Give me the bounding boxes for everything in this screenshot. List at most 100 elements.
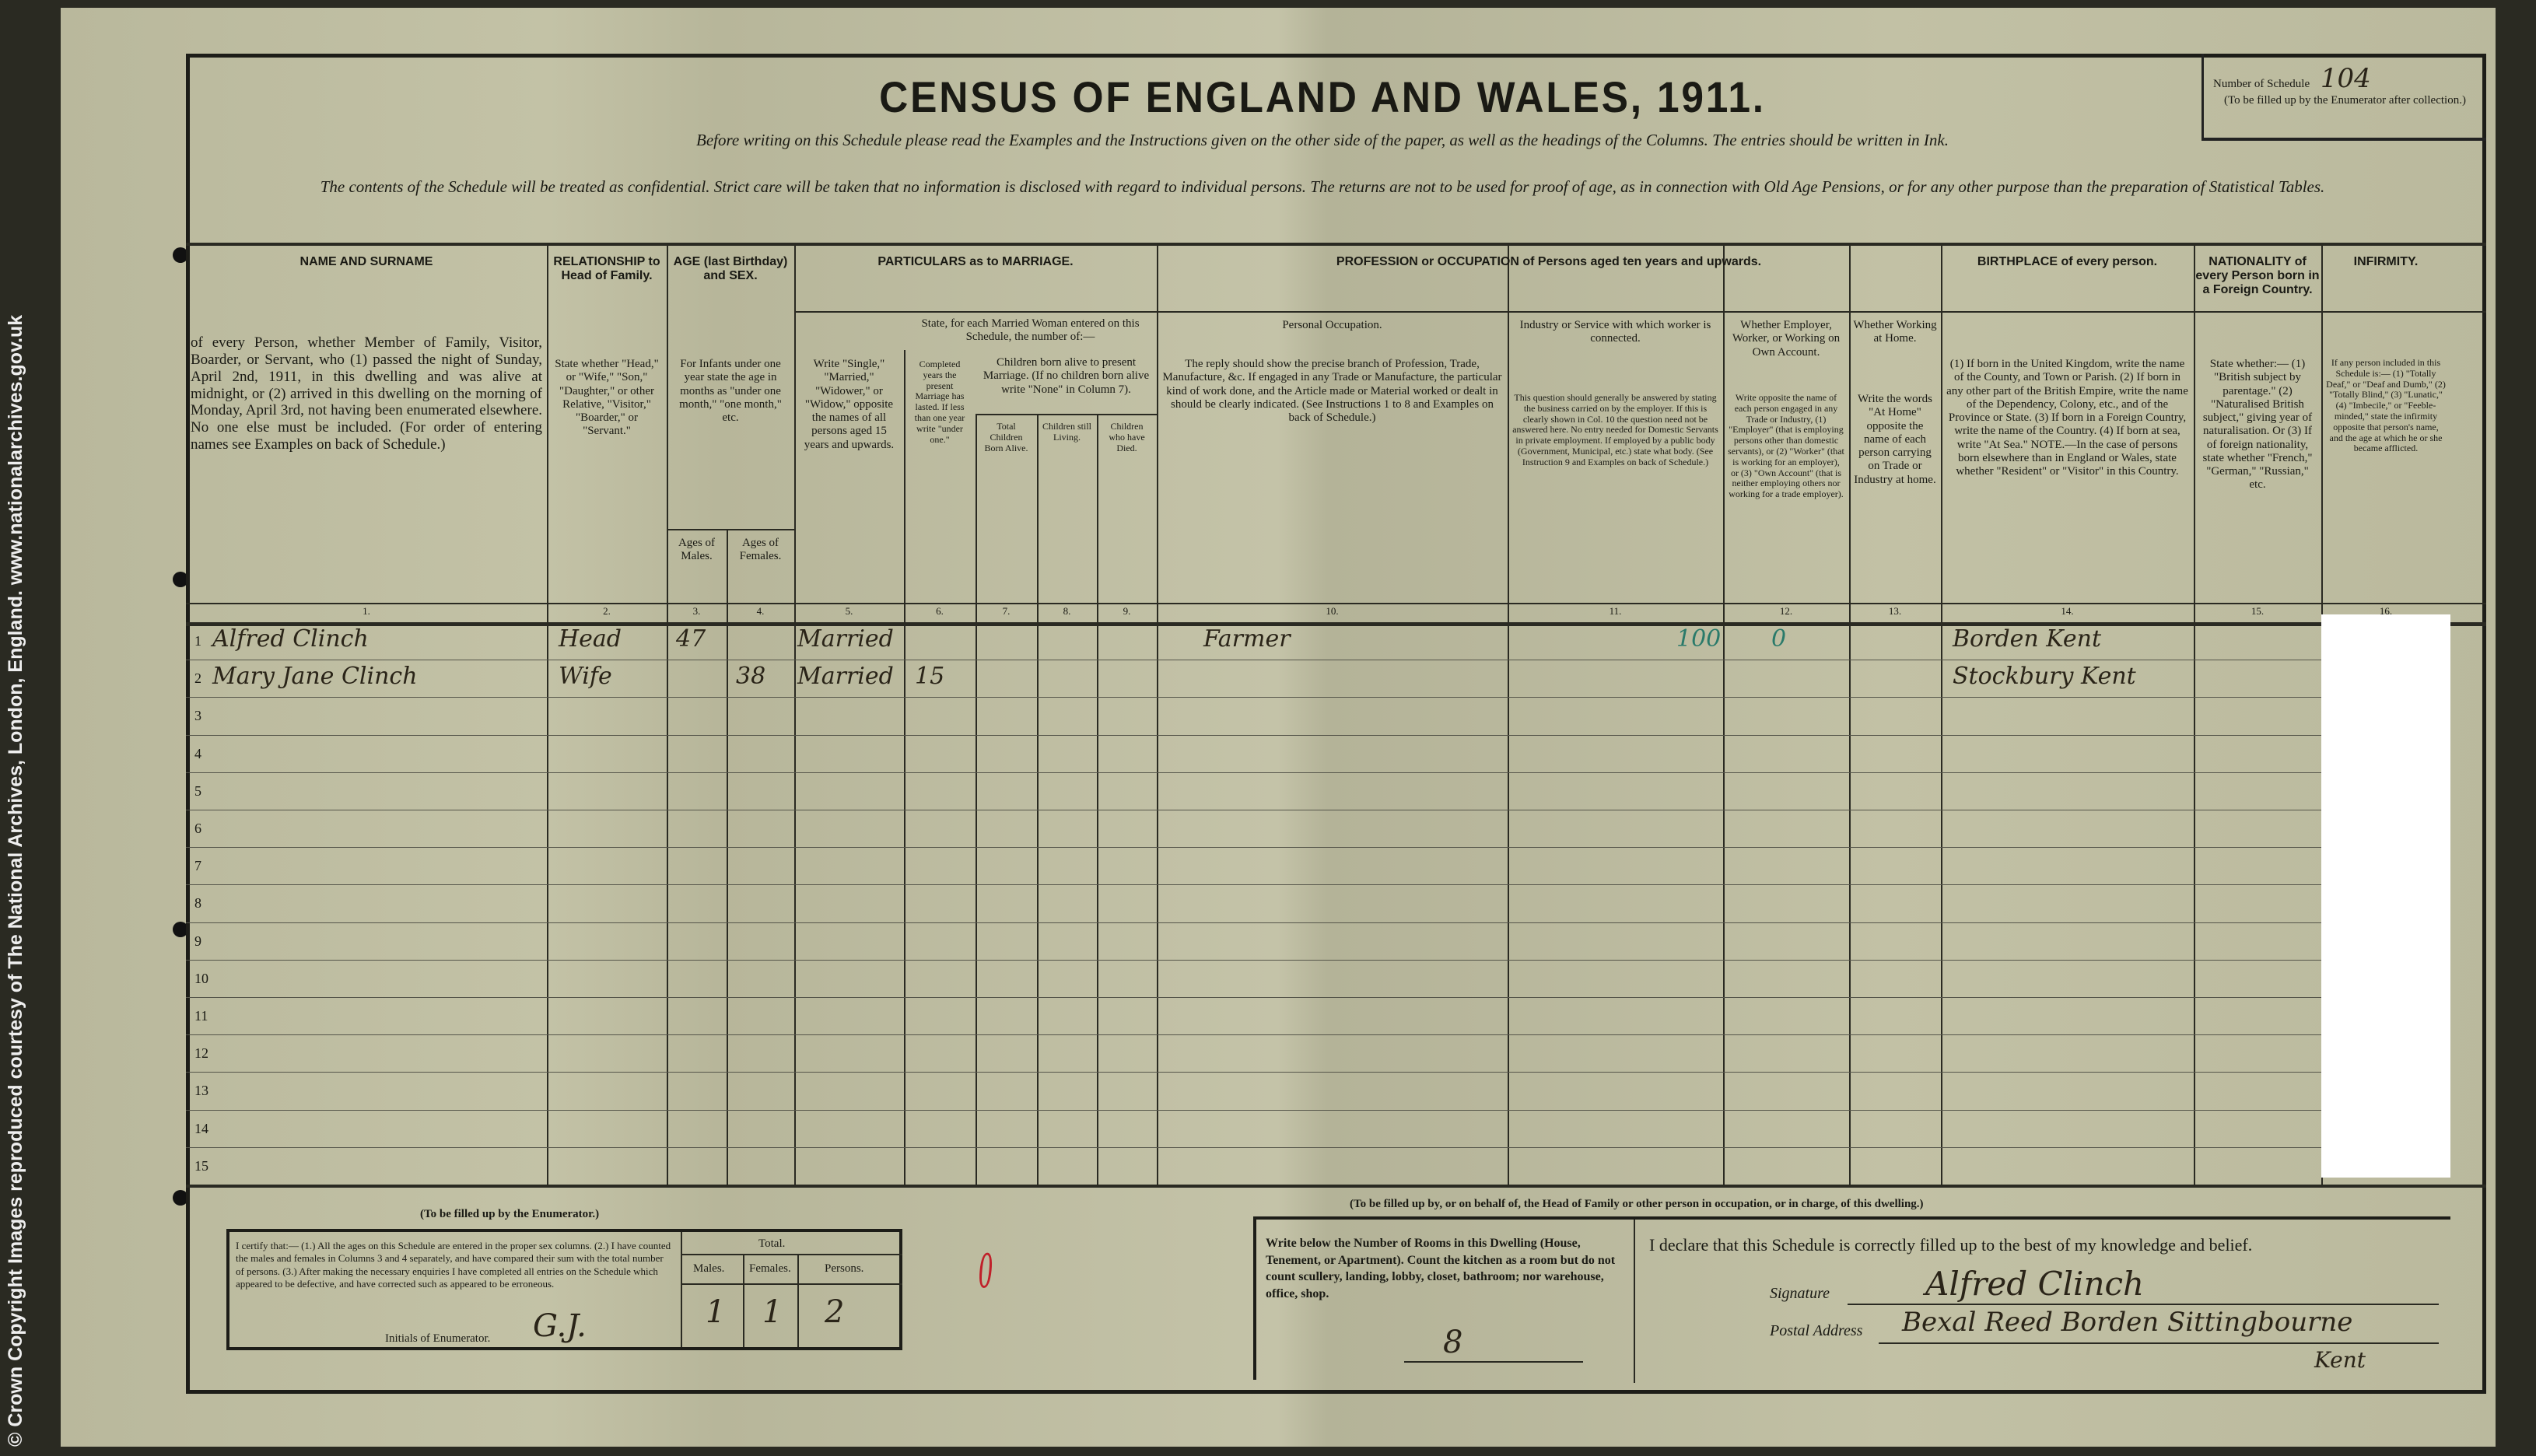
column-divider xyxy=(667,243,668,1185)
row-number: 3 xyxy=(194,708,201,724)
age-sex-subheading: Ages of Females. xyxy=(739,537,782,563)
row-number: 4 xyxy=(194,745,201,761)
column-heading: PARTICULARS as to MARRIAGE. xyxy=(877,255,1074,268)
row-number: 5 xyxy=(194,782,201,799)
schedule-label: Number of Schedule xyxy=(2213,78,2310,90)
column-number: 16. xyxy=(2379,606,2393,617)
row-rule xyxy=(186,1034,2321,1036)
column-heading: BIRTHPLACE of every person. xyxy=(1977,255,2158,268)
total-females: 1 xyxy=(762,1294,783,1330)
row-rule xyxy=(186,847,2321,849)
row-number: 7 xyxy=(194,858,201,874)
row-rule xyxy=(186,1146,2321,1148)
column-instructions: of every Person, whether Member of Famil… xyxy=(191,334,542,453)
schedule-number-box: Number of Schedule 104 (To be filled up … xyxy=(2201,54,2486,141)
row-rule xyxy=(186,697,2321,698)
schedule-note: (To be filled up by the Enumerator after… xyxy=(2224,94,2466,107)
column-number: 4. xyxy=(756,606,765,617)
column-number: 2. xyxy=(603,606,611,617)
cell-name: Mary Jane Clinch xyxy=(212,663,418,691)
column-number: 11. xyxy=(1609,606,1622,617)
column-instructions: (1) If born in the United Kingdom, write… xyxy=(1946,358,2188,478)
row-number: 10 xyxy=(194,970,208,986)
column-instructions: Write opposite the name of each person e… xyxy=(1728,393,1844,500)
red-check-mark: 0 xyxy=(978,1244,993,1299)
census-schedule-paper xyxy=(61,8,2496,1447)
row-number: 1 xyxy=(194,633,201,649)
column-instructions: Write "Single," "Married," "Widower," or… xyxy=(804,358,895,451)
enumerator-initials: G.J. xyxy=(533,1308,587,1344)
row-number: 15 xyxy=(194,1157,208,1174)
column-divider xyxy=(976,414,977,1185)
column-number: 3. xyxy=(692,606,701,617)
postal-address: Bexal Reed Borden Sittingbourne xyxy=(1902,1307,2353,1338)
column-divider xyxy=(904,350,905,1185)
column-instructions: State whether:— (1) "British subject by … xyxy=(2202,358,2313,492)
total-males: 1 xyxy=(706,1294,726,1330)
householder-heading: (To be filled up by, or on behalf of, th… xyxy=(1350,1198,1924,1210)
age-sex-subheading: Ages of Males. xyxy=(678,537,716,563)
column-instructions: Children who have Died. xyxy=(1109,422,1145,453)
punch-hole xyxy=(173,247,188,263)
column-divider xyxy=(1157,243,1158,1185)
females-label: Females. xyxy=(749,1262,791,1275)
column-divider xyxy=(1849,243,1851,1185)
cell-rel: Head xyxy=(559,625,622,653)
punch-hole xyxy=(173,922,188,937)
column-subheading: Children born alive to present Marriage.… xyxy=(983,356,1150,396)
column-divider xyxy=(1097,414,1098,1185)
column-number: 1. xyxy=(363,606,370,617)
age-subheader-rule xyxy=(667,529,794,530)
column-heading: AGE (last Birthday) and SEX. xyxy=(673,255,788,282)
column-heading: NATIONALITY of every Person born in a Fo… xyxy=(2195,255,2320,296)
column-number: 9. xyxy=(1123,606,1131,617)
row-number: 2 xyxy=(194,670,201,687)
row-rule xyxy=(186,997,2321,998)
column-heading: NAME AND SURNAME xyxy=(299,255,433,268)
column-divider xyxy=(727,529,728,1185)
row-rule xyxy=(186,1072,2321,1073)
copyright-notice: © Crown Copyright Images reproduced cour… xyxy=(5,314,26,1447)
column-number: 10. xyxy=(1326,606,1339,617)
column-divider xyxy=(1508,243,1509,1185)
column-instructions: Completed years the present Marriage has… xyxy=(914,359,965,445)
punch-hole xyxy=(173,1190,188,1206)
column-instructions: The reply should show the precise branch… xyxy=(1162,358,1502,424)
total-label: Total. xyxy=(758,1237,786,1250)
row-number: 8 xyxy=(194,895,201,912)
column-heading: PROFESSION or OCCUPATION of Persons aged… xyxy=(1336,255,1762,268)
rooms-instruction: Write below the Number of Rooms in this … xyxy=(1266,1237,1616,1300)
punch-hole xyxy=(173,572,188,587)
instruction-line: Before writing on this Schedule please r… xyxy=(696,131,1949,149)
cell-name: Alfred Clinch xyxy=(212,625,369,653)
householder-box: Write below the Number of Rooms in this … xyxy=(1253,1216,2450,1383)
row-rule xyxy=(186,772,2321,773)
declaration: I declare that this Schedule is correctl… xyxy=(1649,1235,2253,1255)
row-number: 12 xyxy=(194,1045,208,1062)
column-divider xyxy=(2194,243,2195,1185)
enumerator-heading: (To be filled up by the Enumerator.) xyxy=(420,1208,600,1220)
signature-label: Signature xyxy=(1770,1285,1830,1302)
row-number: 6 xyxy=(194,821,201,836)
row-number: 14 xyxy=(194,1120,208,1136)
postal-address-label: Postal Address xyxy=(1770,1322,1863,1339)
column-number: 12. xyxy=(1779,606,1793,617)
column-heading: RELATIONSHIP to Head of Family. xyxy=(553,255,660,282)
header-top-rule xyxy=(186,243,2486,246)
column-number: 5. xyxy=(845,606,853,617)
table-bottom-rule xyxy=(186,1185,2486,1188)
postal-address-county: Kent xyxy=(2314,1347,2366,1373)
row-rule xyxy=(186,734,2321,736)
row-number: 9 xyxy=(194,933,201,949)
column-number: 7. xyxy=(1002,606,1011,617)
total-persons: 2 xyxy=(825,1294,845,1330)
row-rule xyxy=(186,959,2321,961)
form-border xyxy=(186,54,2486,1394)
confidentiality-notice: The contents of the Schedule will be tre… xyxy=(320,177,2325,196)
enumerator-box: I certify that:— (1.) All the ages on th… xyxy=(226,1229,902,1350)
column-number: 14. xyxy=(2061,606,2074,617)
column-instructions: This question should generally be answer… xyxy=(1512,393,1718,467)
column-divider xyxy=(1037,414,1039,1185)
cell-occ: Farmer xyxy=(1203,625,1291,653)
column-divider xyxy=(1723,243,1725,1185)
